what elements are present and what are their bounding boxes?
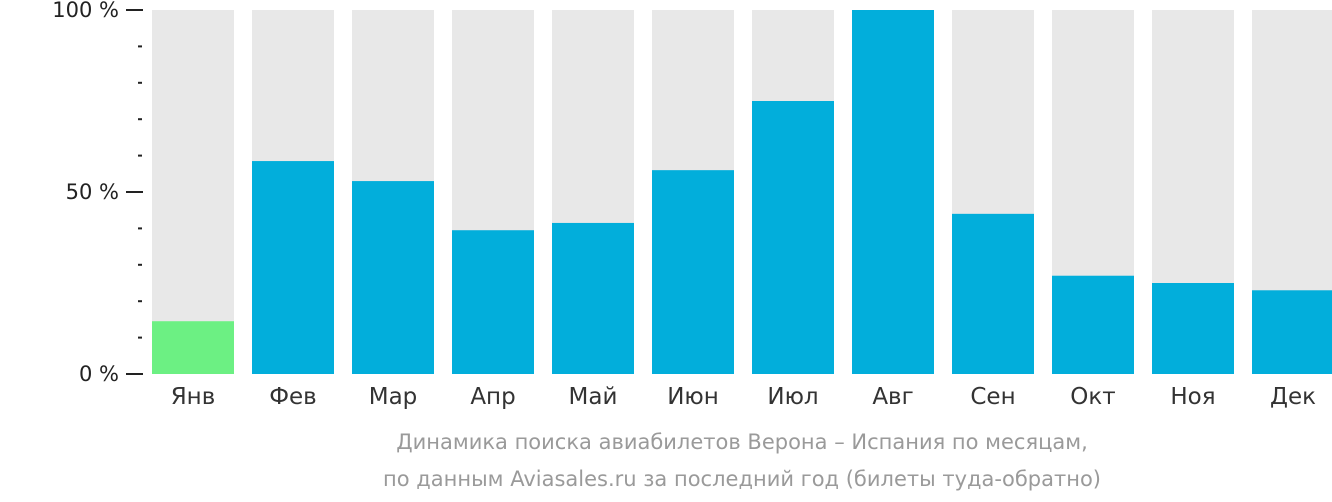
y-axis: 0 % 50 % 100 %	[52, 0, 143, 386]
bar-9[interactable]	[952, 213, 1034, 374]
x-tick-label: Мар	[369, 384, 418, 410]
x-tick-label: Дек	[1270, 384, 1316, 410]
x-axis-labels: Янв Фев Мар Апр Май Июн Июл Авг Сен Окт Ноя Дек	[171, 384, 1316, 410]
chart-caption-line-1: Динамика поиска авиабилетов Верона – Исп…	[396, 430, 1088, 454]
x-tick-label: Май	[569, 384, 618, 410]
bar-2[interactable]	[252, 161, 334, 374]
bar-1[interactable]	[152, 321, 234, 374]
bar-chart: 0 % 50 % 100 % Янв Фев Мар Апр Май Июн Июл Авг Сен…	[52, 0, 1332, 410]
x-tick-label: Сен	[970, 384, 1015, 410]
x-tick-label: Июн	[667, 384, 719, 410]
bar-track	[152, 10, 234, 374]
bar-8[interactable]	[852, 10, 934, 374]
bar-11[interactable]	[1152, 283, 1234, 374]
bar-5[interactable]	[552, 222, 634, 374]
x-tick-label: Фев	[269, 384, 317, 410]
chart-caption-line-2: по данным Aviasales.ru за последний год …	[383, 467, 1101, 491]
bar-3[interactable]	[352, 181, 434, 374]
bar-10[interactable]	[1052, 275, 1134, 374]
x-tick-label: Ноя	[1170, 384, 1215, 410]
y-tick-label: 0 %	[79, 362, 119, 386]
bar-12[interactable]	[1252, 290, 1332, 374]
bar-6[interactable]	[652, 170, 734, 374]
y-tick-label: 50 %	[66, 180, 119, 204]
bars	[152, 10, 1332, 374]
x-tick-label: Окт	[1070, 384, 1115, 410]
y-tick-label: 100 %	[52, 0, 119, 22]
x-tick-label: Авг	[872, 384, 913, 410]
x-tick-label: Июл	[767, 384, 818, 410]
bar-4[interactable]	[452, 230, 534, 374]
x-tick-label: Апр	[470, 384, 515, 410]
x-tick-label: Янв	[171, 384, 216, 410]
bar-7[interactable]	[752, 101, 834, 374]
